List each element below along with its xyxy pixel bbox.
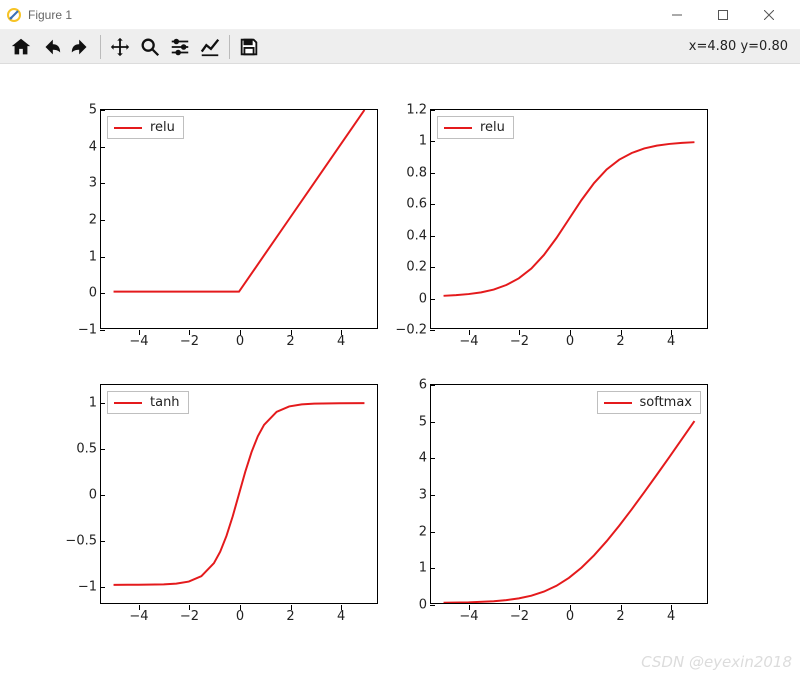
subplot-sigmoid: −0.200.20.40.60.811.2−4−2024relu [430,109,708,329]
ytick-label: 1 [57,396,97,411]
subplot-relu: −1012345−4−2024relu [100,109,378,329]
xtick-label: −4 [129,334,148,349]
ytick-label: 5 [57,103,97,118]
ytick-label: 4 [387,451,427,466]
ytick-label: 2 [387,524,427,539]
legend-label: tanh [150,395,180,410]
xtick-label: 2 [616,609,624,624]
coordinate-readout: x=4.80 y=0.80 [689,39,794,54]
xtick-label: 2 [286,334,294,349]
xtick-label: 0 [566,334,574,349]
toolbar-separator [229,35,230,59]
legend-swatch [114,402,142,404]
watermark: CSDN @eyexin2018 [641,653,792,671]
subplot-softmax: 0123456−4−2024softmax [430,384,708,604]
window-buttons [654,0,792,30]
xtick-label: 2 [616,334,624,349]
ytick-label: −0.5 [57,533,97,548]
ytick-label: 5 [387,414,427,429]
ytick-label: 3 [387,488,427,503]
edit-axes-button[interactable] [195,32,225,62]
xtick-label: −4 [459,609,478,624]
legend-swatch [444,127,472,129]
legend: relu [437,116,514,139]
ytick-label: 6 [387,378,427,393]
ytick-label: 0 [57,286,97,301]
xtick-label: −2 [510,609,529,624]
plot-line [431,110,707,328]
maximize-button[interactable] [700,0,746,30]
ytick-label: 0.4 [387,228,427,243]
back-button[interactable] [36,32,66,62]
ytick-label: −1 [57,323,97,338]
legend-label: relu [480,120,505,135]
legend-swatch [604,402,632,404]
pan-button[interactable] [105,32,135,62]
window-titlebar: Figure 1 [0,0,800,30]
xtick-label: −2 [510,334,529,349]
ytick-label: 0.8 [387,165,427,180]
ytick-label: −1 [57,579,97,594]
ytick-label: 0 [387,291,427,306]
ytick-label: 0 [57,488,97,503]
ytick-label: 1 [387,134,427,149]
ytick-label: −0.2 [387,323,427,338]
figure-canvas[interactable]: CSDN @eyexin2018 −1012345−4−2024relu−0.2… [0,64,800,675]
toolbar-separator [100,35,101,59]
minimize-button[interactable] [654,0,700,30]
close-button[interactable] [746,0,792,30]
forward-button[interactable] [66,32,96,62]
legend: relu [107,116,184,139]
xtick-label: −4 [459,334,478,349]
app-icon [6,7,22,23]
save-button[interactable] [234,32,264,62]
ytick-label: 3 [57,176,97,191]
ytick-label: 0.5 [57,442,97,457]
matplotlib-toolbar: x=4.80 y=0.80 [0,30,800,64]
configure-subplots-button[interactable] [165,32,195,62]
xtick-label: 4 [667,609,675,624]
xtick-label: −2 [180,609,199,624]
ytick-label: 2 [57,213,97,228]
home-button[interactable] [6,32,36,62]
ytick-label: 1 [387,561,427,576]
zoom-button[interactable] [135,32,165,62]
ytick-label: 0.6 [387,197,427,212]
ytick-label: 4 [57,139,97,154]
ytick-label: 0 [387,598,427,613]
xtick-label: −2 [180,334,199,349]
xtick-label: −4 [129,609,148,624]
xtick-label: 0 [236,609,244,624]
xtick-label: 4 [337,609,345,624]
xtick-label: 4 [337,334,345,349]
window-title: Figure 1 [28,8,72,22]
plot-line [101,110,377,328]
xtick-label: 0 [236,334,244,349]
subplot-tanh: −1−0.500.51−4−2024tanh [100,384,378,604]
legend: tanh [107,391,189,414]
legend-swatch [114,127,142,129]
legend: softmax [597,391,702,414]
ytick-label: 1.2 [387,103,427,118]
xtick-label: 2 [286,609,294,624]
legend-label: softmax [640,395,693,410]
plot-line [101,385,377,603]
ytick-label: 0.2 [387,260,427,275]
xtick-label: 0 [566,609,574,624]
ytick-label: 1 [57,249,97,264]
legend-label: relu [150,120,175,135]
xtick-label: 4 [667,334,675,349]
plot-line [431,385,707,603]
